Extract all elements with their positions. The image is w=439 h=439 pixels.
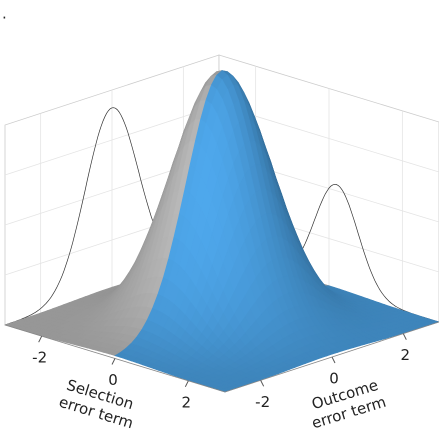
y-tick-label: -2 [255,393,270,411]
x-tick-label: 2 [182,393,192,411]
x-tick-label: -2 [32,349,47,367]
x-tick-label: 0 [108,371,118,389]
wall-grid [218,104,439,173]
x-tick [184,380,189,388]
y-tick-label: 2 [401,346,411,364]
text-fragment: . [2,5,7,23]
y-tick-label: 0 [329,370,339,388]
y-tick [260,380,265,387]
surface [4,70,439,393]
wall-grid [4,104,220,176]
y-tick [402,333,407,340]
y-tick [331,356,336,364]
x-tick [111,358,116,365]
x-tick [38,335,43,343]
